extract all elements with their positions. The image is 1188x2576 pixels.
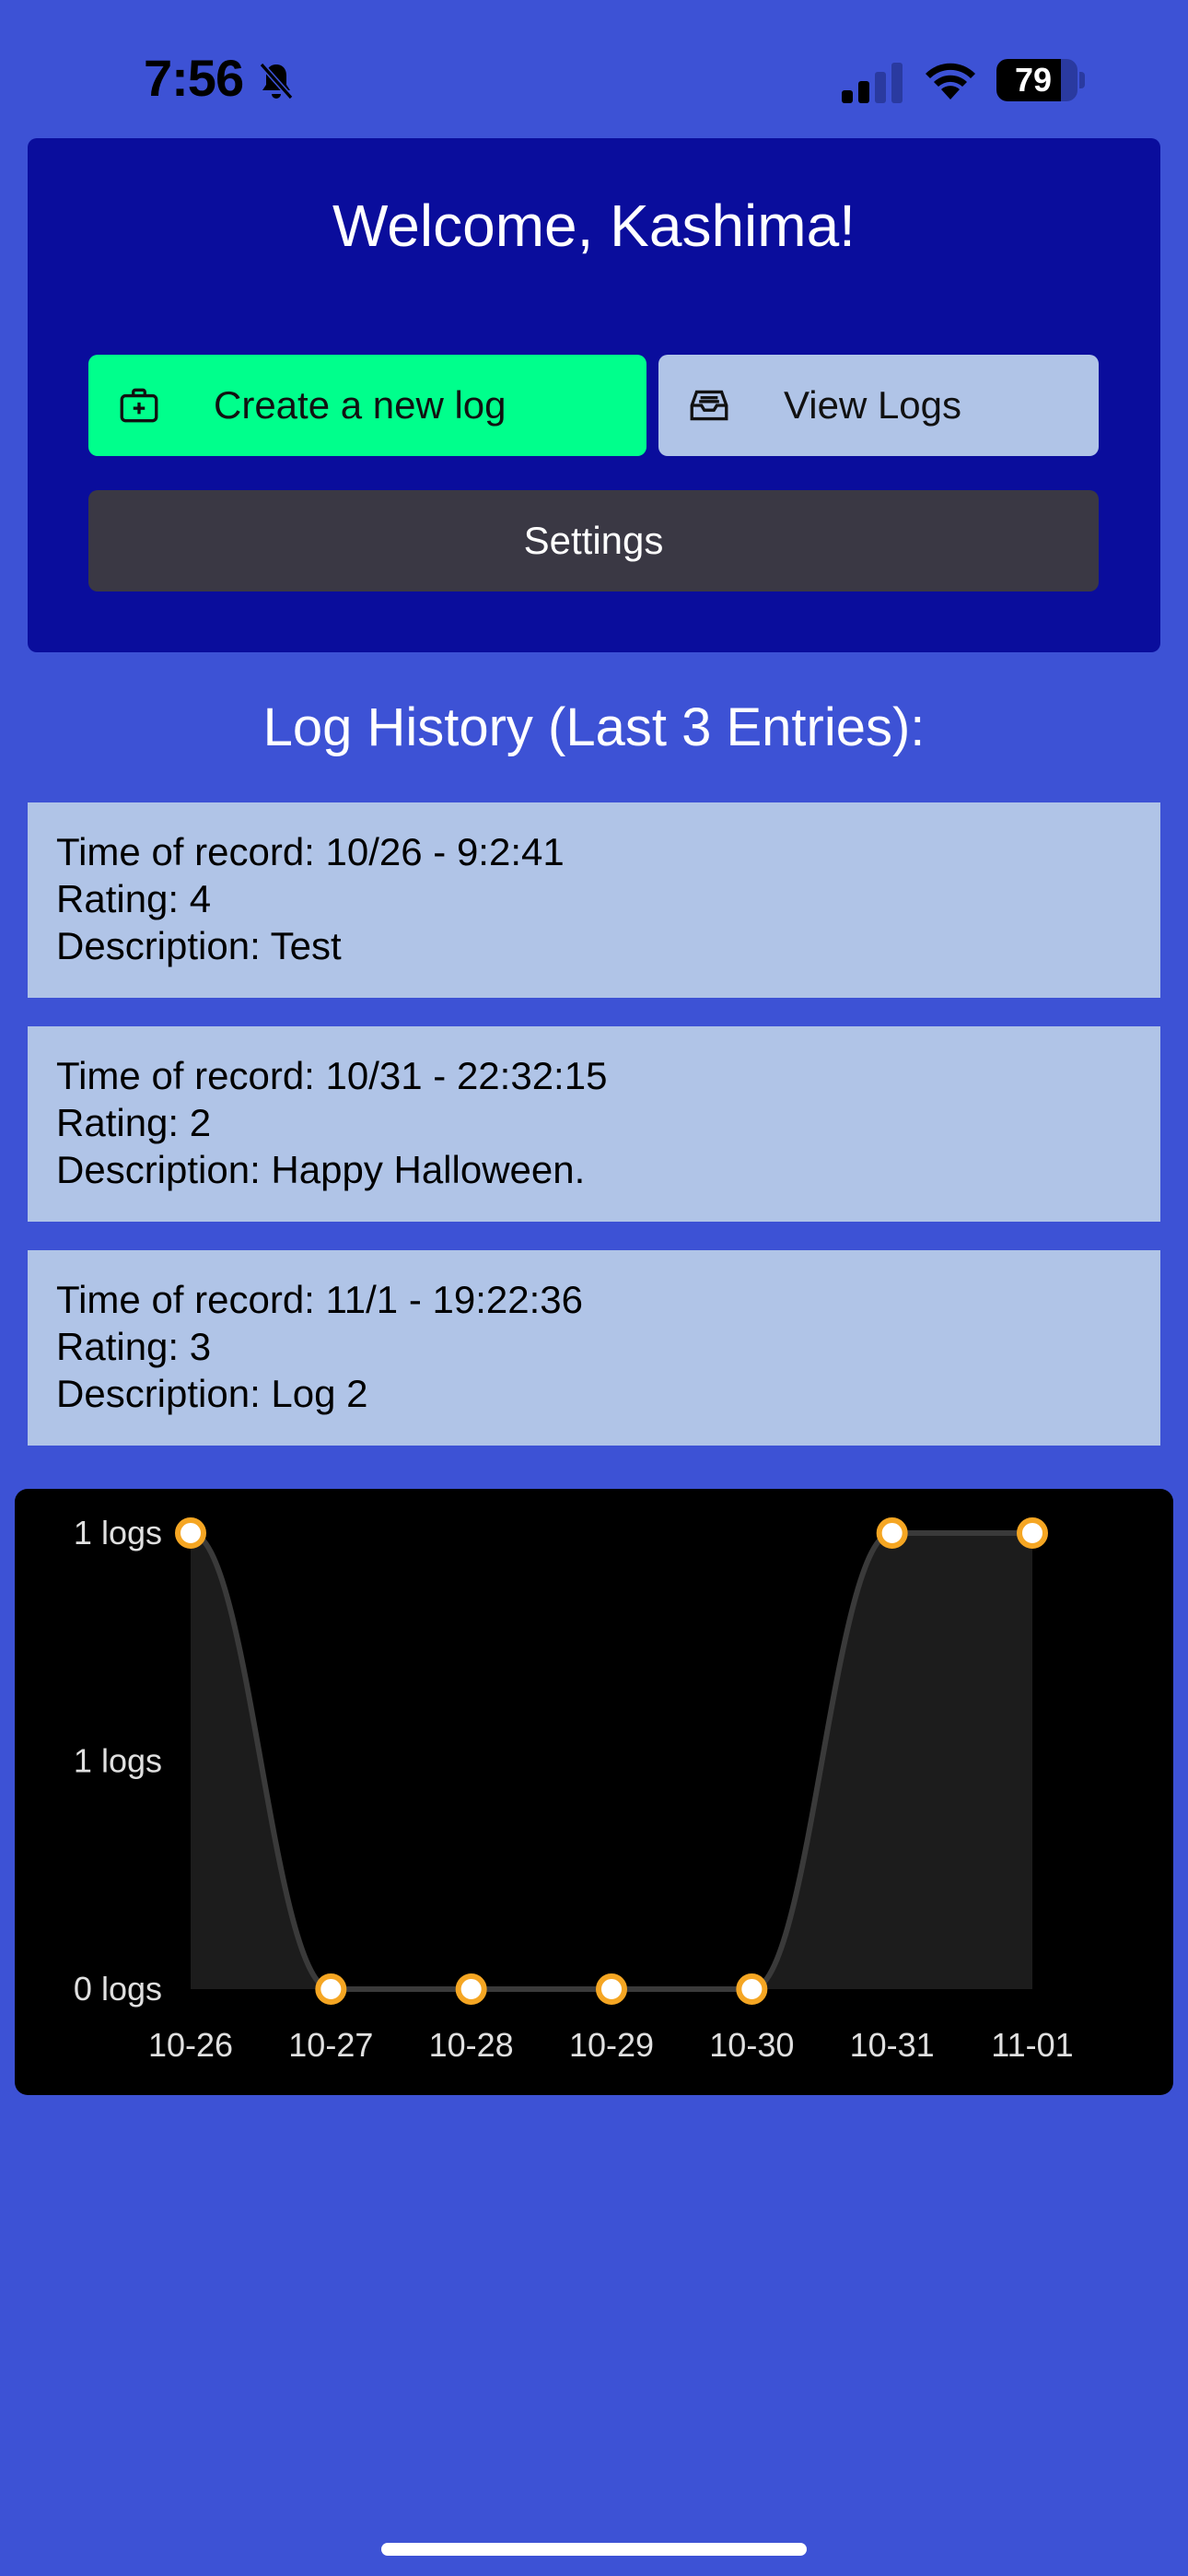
medical-bag-icon <box>120 388 158 423</box>
status-bar: 7:56 79 <box>0 0 1188 138</box>
chart-data-point <box>315 1973 347 2005</box>
chart-x-tick-label: 10-31 <box>850 2026 935 2064</box>
chart-x-tick-label: 10-30 <box>709 2026 794 2064</box>
logs-chart-svg: 0 logs 1 logs 1 logs 10-26 10-27 10-28 10-29 10… <box>74 1514 1074 2064</box>
chart-x-tick-label: 10-28 <box>429 2026 514 2064</box>
chart-data-point <box>1017 1517 1048 1549</box>
chart-x-tick-label: 10-29 <box>569 2026 654 2064</box>
log-entry-description: Description: Happy Halloween. <box>56 1148 586 1191</box>
log-entry-rating: Rating: 3 <box>56 1325 212 1368</box>
log-entry-description: Description: Test <box>56 924 342 967</box>
chart-x-tick-label: 10-26 <box>148 2026 233 2064</box>
battery-level: 79 <box>1014 61 1053 99</box>
status-time: 7:56 <box>144 49 244 107</box>
welcome-title: Welcome, Kashima! <box>332 193 856 259</box>
chart-y-tick-label: 1 logs <box>74 1742 162 1780</box>
battery-icon: 79 <box>996 59 1085 101</box>
view-logs-label: View Logs <box>784 383 962 427</box>
logs-chart: 0 logs 1 logs 1 logs 10-26 10-27 10-28 10-29 10… <box>15 1489 1173 2095</box>
log-entry-card: Time of record: 10/26 - 9:2:41 Rating: 4… <box>28 802 1160 998</box>
chart-area <box>191 1533 1032 1989</box>
create-log-label: Create a new log <box>214 383 507 427</box>
battery-fill <box>996 59 1061 101</box>
log-entry-time: Time of record: 11/1 - 19:22:36 <box>56 1278 583 1321</box>
chart-y-tick-label: 1 logs <box>74 1514 162 1551</box>
cellular-signal-icon <box>842 63 903 103</box>
bell-slash-icon <box>259 62 294 100</box>
chart-data-point <box>596 1973 627 2005</box>
log-entry-card: Time of record: 10/31 - 22:32:15 Rating:… <box>28 1026 1160 1222</box>
home-indicator <box>381 2543 807 2556</box>
log-entry-card: Time of record: 11/1 - 19:22:36 Rating: … <box>28 1250 1160 1446</box>
chart-x-tick-label: 10-27 <box>288 2026 373 2064</box>
log-entry-time: Time of record: 10/31 - 22:32:15 <box>56 1054 608 1097</box>
settings-label: Settings <box>523 519 664 562</box>
log-entry-rating: Rating: 2 <box>56 1101 212 1144</box>
log-entry-description: Description: Log 2 <box>56 1372 368 1415</box>
chart-data-point <box>876 1517 908 1549</box>
wifi-icon <box>926 63 975 100</box>
welcome-card: Welcome, Kashima! Create a new log View … <box>28 138 1160 652</box>
log-entry-time: Time of record: 10/26 - 9:2:41 <box>56 830 565 873</box>
inbox-tray-icon <box>690 390 728 421</box>
settings-button[interactable]: Settings <box>88 490 1099 591</box>
chart-data-point <box>175 1517 206 1549</box>
create-log-button[interactable]: Create a new log <box>88 355 646 456</box>
log-entry-rating: Rating: 4 <box>56 877 212 920</box>
chart-data-point <box>455 1973 487 2005</box>
chart-data-point <box>736 1973 768 2005</box>
view-logs-button[interactable]: View Logs <box>658 355 1099 456</box>
chart-x-tick-label: 11-01 <box>991 2026 1073 2064</box>
log-history-title: Log History (Last 3 Entries): <box>262 697 926 757</box>
chart-y-tick-label: 0 logs <box>74 1970 162 2008</box>
